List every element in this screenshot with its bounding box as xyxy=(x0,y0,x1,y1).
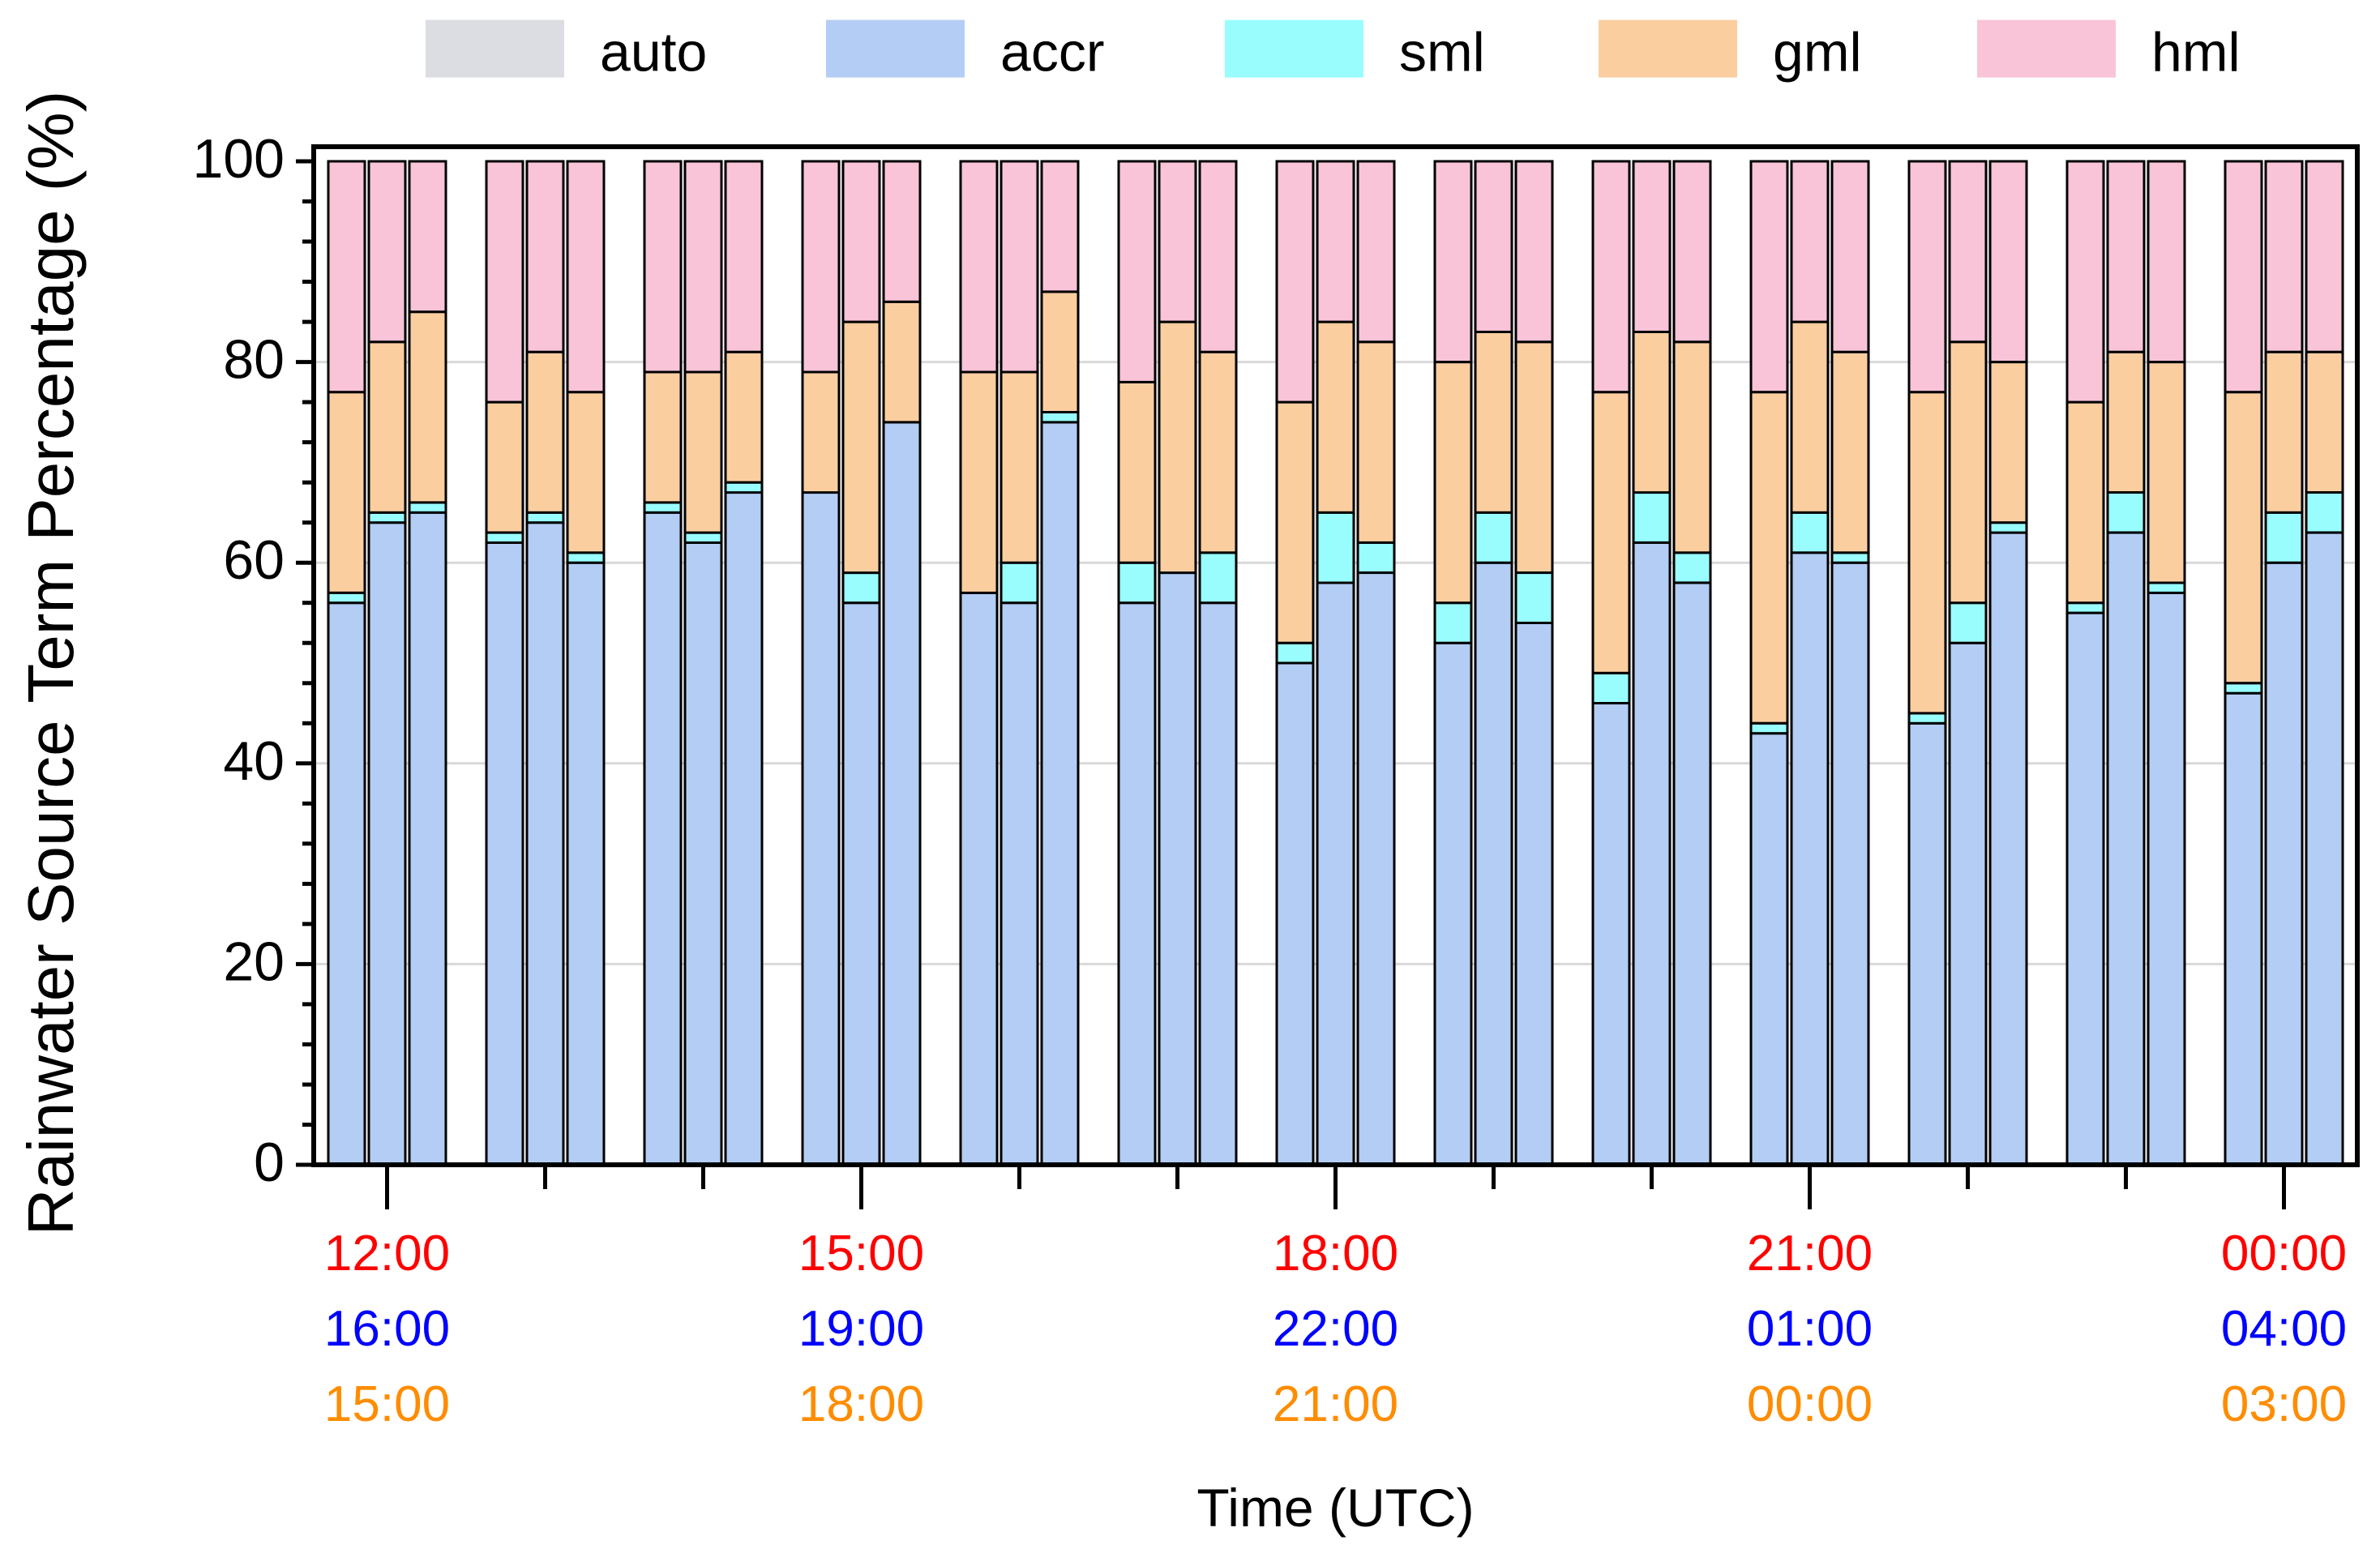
svg-text:01:00: 01:00 xyxy=(1747,1301,1873,1357)
svg-text:40: 40 xyxy=(223,730,285,792)
svg-text:00:00: 00:00 xyxy=(1747,1376,1873,1432)
svg-text:21:00: 21:00 xyxy=(1273,1376,1398,1432)
svg-text:80: 80 xyxy=(223,329,285,391)
svg-text:22:00: 22:00 xyxy=(1273,1301,1398,1357)
svg-text:accr: accr xyxy=(1000,22,1104,83)
svg-text:20: 20 xyxy=(223,931,285,992)
svg-text:gml: gml xyxy=(1773,22,1862,83)
svg-text:00:00: 00:00 xyxy=(2221,1226,2347,1282)
svg-text:0: 0 xyxy=(254,1132,285,1193)
svg-text:04:00: 04:00 xyxy=(2221,1301,2347,1357)
svg-text:sml: sml xyxy=(1399,22,1485,83)
svg-text:12:00: 12:00 xyxy=(324,1226,450,1282)
svg-text:15:00: 15:00 xyxy=(798,1226,924,1282)
svg-text:18:00: 18:00 xyxy=(1273,1226,1398,1282)
svg-text:Rainwater Source Term Percenta: Rainwater Source Term Percentage (%) xyxy=(15,91,87,1235)
svg-text:auto: auto xyxy=(600,22,707,83)
svg-text:hml: hml xyxy=(2151,22,2241,83)
svg-text:19:00: 19:00 xyxy=(798,1301,924,1357)
svg-text:03:00: 03:00 xyxy=(2221,1376,2347,1432)
svg-text:Time (UTC): Time (UTC) xyxy=(1196,1478,1474,1538)
svg-text:15:00: 15:00 xyxy=(324,1376,450,1432)
svg-text:16:00: 16:00 xyxy=(324,1301,450,1357)
svg-text:21:00: 21:00 xyxy=(1747,1226,1873,1282)
svg-text:18:00: 18:00 xyxy=(798,1376,924,1432)
svg-text:60: 60 xyxy=(223,529,285,591)
svg-text:100: 100 xyxy=(193,128,285,190)
